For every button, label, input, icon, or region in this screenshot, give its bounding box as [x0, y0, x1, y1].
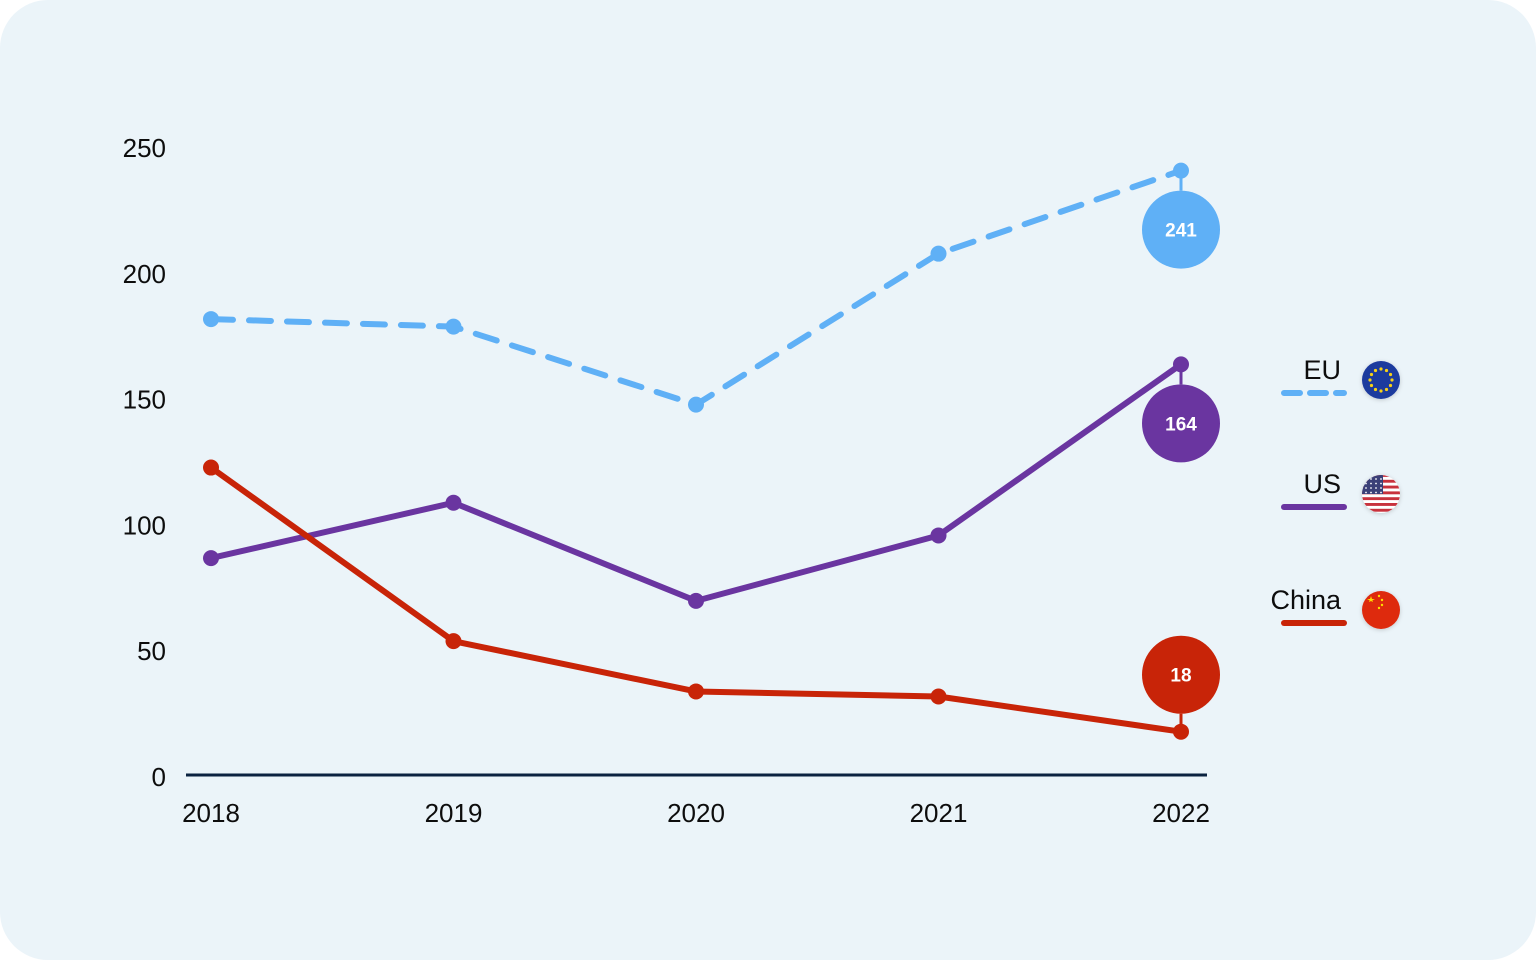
x-axis-ticks: 2018 2019 2020 2021 2022: [182, 798, 1210, 828]
us-flag-icon: [1362, 475, 1400, 513]
data-point: [203, 459, 219, 476]
y-tick-label: 250: [123, 133, 166, 163]
data-point: [445, 494, 462, 511]
x-tick-label: 2021: [910, 798, 968, 828]
legend-label: EU: [1303, 355, 1341, 385]
end-value-label: 241: [1165, 221, 1197, 242]
data-point: [688, 396, 704, 413]
legend: EU US China: [1270, 355, 1400, 629]
y-tick-label: 100: [123, 510, 166, 540]
legend-item-us: US: [1281, 469, 1400, 513]
end-value-bubble: [1142, 190, 1220, 269]
x-tick-label: 2022: [1152, 798, 1210, 828]
eu-flag-icon: [1362, 361, 1400, 399]
x-tick-label: 2018: [182, 798, 240, 828]
end-value-bubble: [1142, 384, 1220, 463]
y-tick-label: 0: [152, 762, 166, 792]
x-tick-label: 2019: [425, 798, 483, 828]
y-tick-label: 50: [137, 636, 166, 666]
legend-item-china: China: [1270, 585, 1400, 629]
end-value-label: 164: [1165, 414, 1197, 435]
data-point: [930, 527, 947, 544]
legend-label: China: [1270, 585, 1342, 615]
series-us: 164: [203, 356, 1220, 609]
y-tick-label: 200: [123, 259, 166, 289]
series-eu: 241: [203, 162, 1220, 413]
y-axis-ticks: 0 50 100 150 200 250: [123, 133, 166, 792]
series-line: [208, 167, 1184, 408]
series-china: 18: [203, 459, 1220, 740]
legend-label: US: [1303, 469, 1341, 499]
data-point: [930, 245, 947, 262]
data-point: [930, 688, 947, 705]
end-value-label: 18: [1170, 666, 1191, 687]
data-point: [688, 592, 704, 609]
legend-item-eu: EU: [1281, 355, 1400, 399]
end-value-bubble: [1142, 635, 1220, 714]
china-flag-icon: [1362, 591, 1400, 629]
x-tick-label: 2020: [667, 798, 725, 828]
data-point: [445, 318, 462, 335]
data-point: [203, 550, 219, 567]
data-point: [688, 683, 704, 700]
data-point: [203, 311, 219, 328]
y-tick-label: 150: [123, 385, 166, 415]
series-layer: 241 164 18: [203, 162, 1220, 740]
data-point: [445, 633, 462, 650]
